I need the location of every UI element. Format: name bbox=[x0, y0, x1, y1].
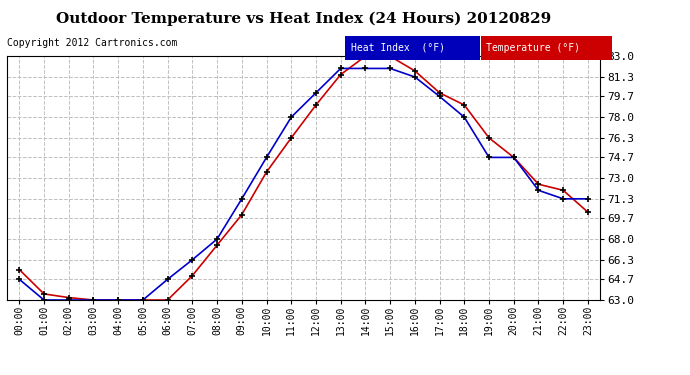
Text: Heat Index  (°F): Heat Index (°F) bbox=[351, 43, 444, 53]
Text: Outdoor Temperature vs Heat Index (24 Hours) 20120829: Outdoor Temperature vs Heat Index (24 Ho… bbox=[56, 11, 551, 26]
Text: Temperature (°F): Temperature (°F) bbox=[486, 43, 580, 53]
Text: Copyright 2012 Cartronics.com: Copyright 2012 Cartronics.com bbox=[7, 38, 177, 48]
